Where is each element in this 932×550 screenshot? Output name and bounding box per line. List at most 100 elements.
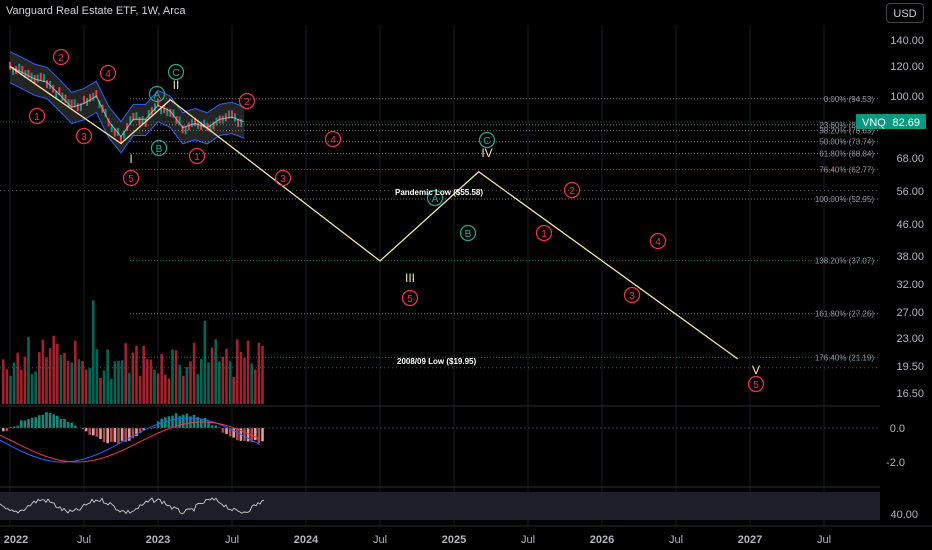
macd-histogram-bar (30, 417, 34, 428)
volume-bar (192, 342, 196, 404)
macd-histogram-bar (236, 428, 239, 441)
wave-circle-red (75, 127, 93, 145)
wave-label-red: 3 (629, 291, 635, 302)
wave-label-red: 2 (244, 97, 250, 108)
volume-bar (164, 374, 167, 404)
volume-bar (113, 361, 117, 404)
macd-histogram-bar (56, 415, 59, 428)
volume-bar (106, 349, 109, 404)
macd-histogram-bar (99, 428, 102, 440)
macd-histogram-bar (189, 416, 192, 428)
macd-histogram-bar (214, 425, 217, 428)
volume-bar (77, 359, 81, 404)
macd-histogram-bar (5, 428, 9, 431)
currency-button[interactable]: USD (886, 3, 924, 23)
volume-bar (246, 340, 250, 404)
volume-bar (167, 378, 171, 404)
wave-label-red: 1 (541, 229, 547, 240)
macd-histogram-bar (192, 414, 196, 428)
wave-circle-teal (478, 131, 496, 149)
volume-bar (34, 371, 37, 404)
volume-bar (214, 339, 217, 404)
volume-bar (120, 360, 124, 404)
y-axis-tick-label: 120.00 (890, 61, 924, 73)
macd-histogram-bar (171, 415, 174, 428)
macd-histogram-bar (185, 413, 189, 428)
macd-histogram-bar (257, 428, 261, 444)
volume-bar (135, 345, 138, 404)
x-axis-tick-label: Jul (817, 534, 831, 546)
y-axis-tick-label: 23.00 (896, 333, 924, 345)
volume-bar (225, 348, 228, 404)
macd-histogram-bar (261, 428, 264, 442)
wave-circle-red (122, 169, 140, 187)
wave-label-teal: C (483, 136, 490, 147)
rsi-pane (0, 492, 880, 520)
wave-label-roman: III (405, 271, 415, 285)
macd-histogram-bar (45, 412, 48, 428)
volume-bar (59, 354, 63, 404)
fib-label: 161.80% (27.26) (815, 310, 874, 319)
y-axis-tick-label: 100.00 (890, 91, 924, 103)
wave-label-teal: C (172, 68, 179, 79)
fib-label: 138.20% (37.07) (815, 257, 874, 266)
wave-label-red: 4 (655, 237, 661, 248)
wave-circle-red (99, 64, 117, 82)
macd-histogram-bar (142, 428, 145, 430)
volume-bars (2, 300, 264, 404)
wave-circle-teal (426, 189, 444, 207)
volume-bar (52, 335, 55, 404)
volume-bar (171, 349, 174, 404)
y-axis-tick-label: 27.00 (896, 307, 924, 319)
wave-label-roman: II (173, 78, 180, 92)
fib-label: 76.40% (62.77) (819, 166, 874, 175)
y-axis[interactable]: 140.00120.00100.0068.0056.0046.0038.0032… (0, 35, 926, 521)
annotations: Pandemic Low ($55.58) 2008/09 Low ($19.95… (395, 188, 483, 366)
wave-label-teal: A (432, 194, 439, 205)
macd-histogram-bar (88, 428, 91, 435)
volume-bar (236, 339, 239, 404)
volume-bar (243, 357, 246, 404)
x-axis-tick-label: 2026 (590, 534, 614, 546)
wave-label-red: 5 (407, 294, 413, 305)
fib-label: 176.40% (21.19) (815, 353, 874, 362)
projection-line (9, 65, 739, 360)
volume-bar (185, 366, 189, 404)
annotation-label: 2008/09 Low ($19.95) (397, 357, 476, 366)
rsi-line (0, 497, 265, 515)
wave-label-teal: B (156, 144, 163, 155)
macd-histogram-bar (167, 416, 171, 428)
volume-bar (2, 359, 5, 404)
macd-histogram-bar (27, 419, 30, 428)
wave-label-red: 1 (34, 112, 40, 123)
volume-bar (142, 345, 145, 404)
annotation-label: Pandemic Low ($55.58) (395, 188, 483, 197)
y-axis-tick-label: 38.00 (896, 251, 924, 263)
x-axis-tick-label: 2022 (4, 534, 28, 546)
macd-histogram-bar (113, 428, 117, 443)
volume-bar (9, 375, 12, 404)
x-axis[interactable]: 2022 Jul 2023 Jul 2024 Jul 2025 Jul 2026 Jul 2027 J… (4, 534, 831, 546)
wave-circle-red (28, 107, 46, 125)
volume-bar (117, 360, 120, 404)
volume-bar (92, 300, 95, 404)
wave-circle-red (535, 224, 553, 242)
macd-histogram-bar (41, 414, 45, 428)
volume-bar (66, 360, 70, 404)
volume-bar (174, 350, 178, 404)
volume-bar (254, 369, 257, 404)
volume-bar (27, 336, 30, 404)
volume-bar (221, 356, 225, 404)
volume-bar (110, 378, 113, 404)
y-axis-tick-label: 19.50 (896, 361, 924, 373)
volume-bar (200, 359, 203, 404)
fib-retracement: 0.00% (94.53) 23.60% (81.32)38.20% (78.63… (0, 95, 880, 369)
volume-bar (207, 362, 210, 404)
wave-circle-teal (167, 63, 185, 81)
volume-bar (81, 360, 84, 404)
macd-histogram-bar (128, 428, 131, 441)
volume-bar (128, 372, 131, 404)
macd-histogram-bar (70, 422, 73, 428)
